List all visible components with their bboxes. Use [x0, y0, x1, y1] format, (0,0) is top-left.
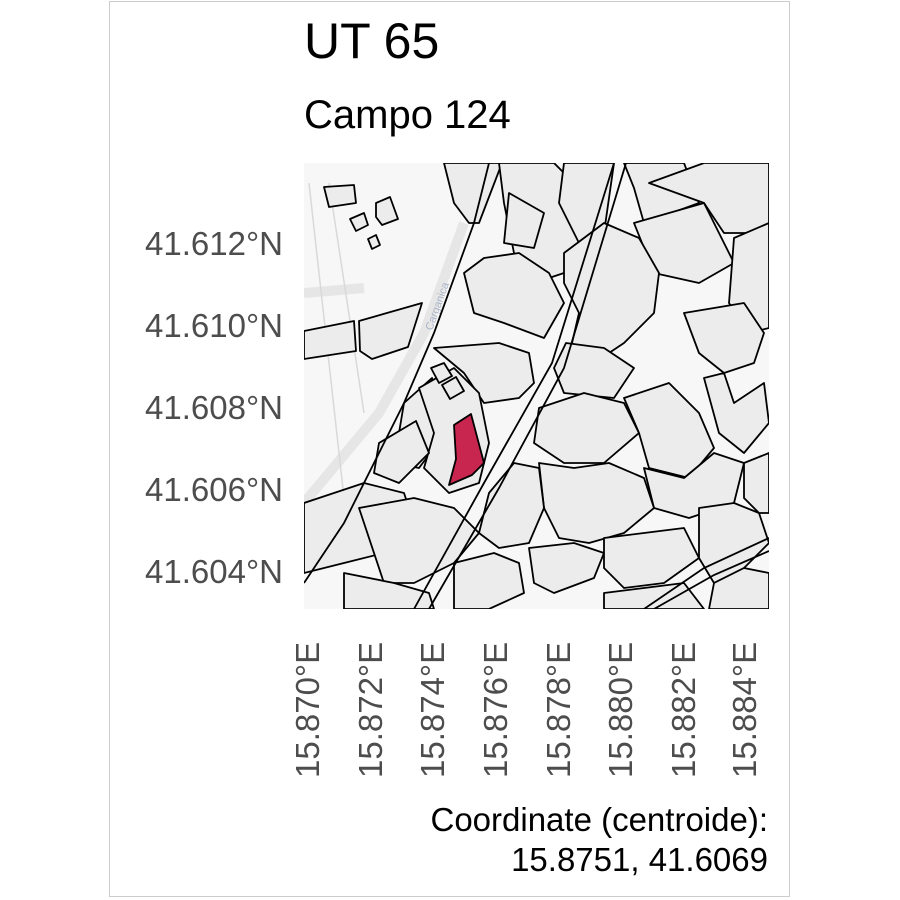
parcel	[703, 372, 769, 454]
parcel	[441, 376, 465, 400]
parcel	[553, 342, 635, 399]
parcel	[538, 462, 655, 544]
basemap-roads	[304, 221, 469, 507]
parcel	[453, 552, 525, 609]
parcel	[643, 452, 745, 519]
lat-tick-label: 41.612°N	[145, 225, 283, 262]
parcel-map: Carganica	[304, 163, 769, 609]
parcel	[375, 196, 399, 226]
parcel	[603, 527, 700, 589]
lon-tick-label: 15.884°E	[726, 641, 763, 778]
parcel	[563, 222, 660, 364]
map-title: UT 65	[304, 13, 440, 69]
lon-tick-label: 15.874°E	[414, 641, 451, 778]
parcel	[343, 572, 435, 609]
parcel	[358, 302, 423, 360]
parcel	[463, 252, 565, 339]
parcel	[683, 302, 765, 374]
parcel	[349, 212, 369, 232]
lat-tick-label: 41.610°N	[145, 307, 283, 344]
lon-tick-label: 15.872°E	[352, 641, 389, 778]
lat-tick-label: 41.604°N	[145, 553, 283, 590]
centroid-caption: Coordinate (centroide): 15.8751, 41.6069	[430, 800, 768, 879]
parcel	[373, 420, 430, 484]
main-roads	[304, 163, 769, 609]
parcel	[304, 320, 357, 360]
lon-tick-label: 15.880°E	[602, 641, 639, 778]
lon-tick-label: 15.870°E	[289, 641, 326, 778]
parcel	[433, 342, 535, 404]
parcel	[528, 542, 605, 594]
parcel	[323, 184, 357, 208]
parcel	[430, 362, 453, 384]
parcel	[603, 582, 705, 609]
lat-tick-label: 41.608°N	[145, 389, 283, 426]
lat-tick-label: 41.606°N	[145, 471, 283, 508]
parcel	[708, 567, 769, 609]
map-panel: Carganica	[304, 163, 769, 609]
centroid-coordinates: 15.8751, 41.6069	[511, 840, 768, 878]
lon-tick-label: 15.882°E	[665, 641, 702, 778]
basemap-road-edges	[308, 182, 365, 544]
parcel	[503, 192, 545, 249]
lon-tick-label: 15.878°E	[540, 641, 577, 778]
highlighted-parcel	[448, 413, 485, 486]
parcel	[367, 234, 381, 250]
parcel	[533, 392, 640, 464]
parcel	[743, 452, 769, 514]
map-subtitle: Campo 124	[304, 93, 511, 137]
lon-tick-label: 15.876°E	[477, 641, 514, 778]
caption-line: Coordinate (centroide):	[430, 801, 768, 838]
parcel	[478, 462, 545, 549]
